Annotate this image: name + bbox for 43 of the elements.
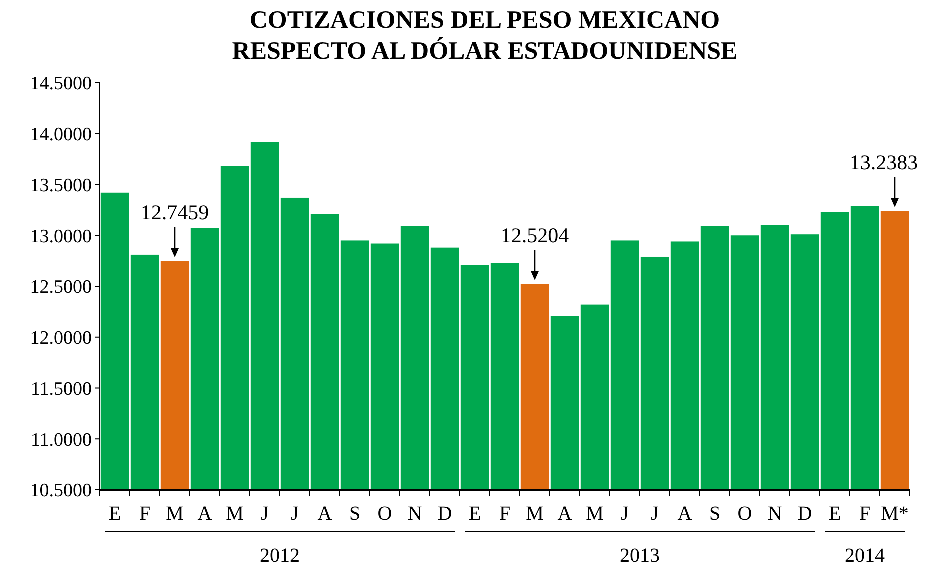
- x-tick-label: E: [468, 503, 482, 525]
- text: 2014: [845, 545, 885, 567]
- y-tick-label: 14.0000: [30, 124, 92, 146]
- x-tick-label: M: [166, 503, 184, 525]
- y-tick-label: 13.0000: [30, 226, 92, 248]
- chart-title: COTIZACIONES DEL PESO MEXICANO RESPECTO AL DÓLAR ESTADOUNIDENSE: [232, 7, 738, 65]
- x-tick-label: J: [291, 503, 300, 525]
- x-tick-label: J: [261, 503, 270, 525]
- x-tick-label: S: [349, 503, 361, 525]
- y-tick-label: 12.5000: [30, 277, 92, 298]
- x-tick-label: F: [139, 503, 151, 525]
- x-tick-label: F: [499, 503, 511, 525]
- x-tick-label: D: [438, 503, 452, 525]
- x-tick-label: O: [738, 503, 752, 525]
- data-label: 13.2383: [850, 150, 918, 174]
- x-tick-label: M*: [881, 503, 909, 525]
- x-tick-label: M: [226, 503, 244, 525]
- data-label: 12.5204: [500, 223, 570, 248]
- x-tick-label: M: [586, 503, 604, 525]
- x-tick-label: A: [198, 503, 213, 525]
- x-tick-label: E: [108, 503, 122, 525]
- x-tick-label: M: [526, 503, 544, 525]
- y-tick-label: 13.5000: [30, 175, 92, 196]
- x-tick-label: S: [709, 503, 721, 525]
- x-tick-label: A: [558, 503, 573, 525]
- y-tick-label: 12.0000: [30, 328, 92, 350]
- y-tick-label: 10.5000: [30, 480, 92, 502]
- y-tick-label: 11.5000: [30, 378, 92, 400]
- x-tick-label: N: [768, 503, 782, 525]
- text: 2012: [260, 545, 300, 567]
- x-tick-label: N: [408, 503, 422, 525]
- text: 2013: [620, 545, 660, 567]
- x-tick-label: J: [621, 503, 630, 525]
- x-tick-label: J: [651, 503, 660, 525]
- x-tick-label: F: [859, 503, 871, 525]
- x-tick-label: E: [828, 503, 842, 525]
- data-label: 12.7459: [140, 200, 210, 224]
- x-tick-label: A: [318, 503, 333, 525]
- x-tick-label: O: [378, 503, 392, 525]
- x-tick-label: A: [678, 503, 693, 525]
- x-tick-label: D: [798, 503, 812, 525]
- y-tick-label: 14.5000: [30, 74, 92, 95]
- y-tick-label: 11.0000: [30, 430, 92, 451]
